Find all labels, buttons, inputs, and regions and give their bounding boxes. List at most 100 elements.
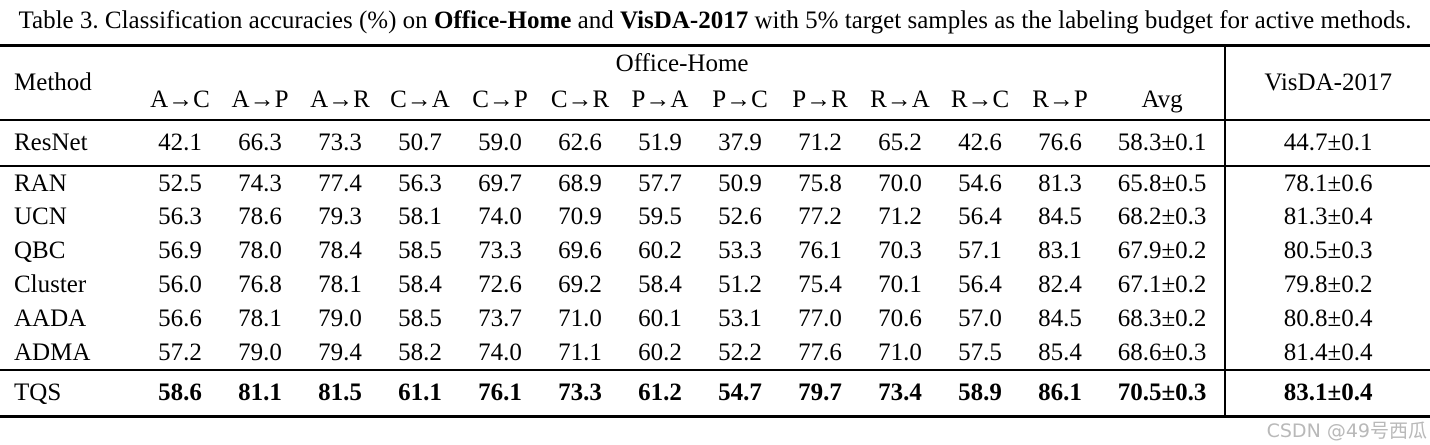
task-column-header: R→P [1020, 81, 1100, 121]
accuracy-value: 50.9 [700, 165, 780, 200]
task-column-header: P→R [780, 81, 860, 121]
accuracy-value: 76.8 [238, 271, 282, 298]
visda-accuracy-value: 83.1±0.4 [1225, 369, 1430, 416]
accuracy-value: 78.0 [238, 237, 282, 264]
accuracy-value: 79.0 [238, 338, 282, 366]
table-row: RAN 52.5 74.3 77.4 56.3 69.7 68.9 57.7 50.9 75.8 7… [0, 165, 1430, 200]
accuracy-value: 69.6 [558, 237, 602, 264]
accuracy-value: 56.9 [158, 237, 202, 264]
accuracy-value: 70.9 [558, 203, 602, 230]
accuracy-value: 53.3 [718, 237, 762, 264]
visda-accuracy-value: 81.4±0.4 [1283, 338, 1373, 366]
accuracy-value: 52.5 [140, 165, 220, 200]
table-row: AADA 56.6 78.1 79.0 58.5 73.7 71.0 60.1 53.1 77.0… [0, 302, 1430, 336]
accuracy-value: 73.7 [478, 305, 522, 332]
accuracy-value: 58.9 [940, 369, 1020, 416]
accuracy-value: 59.0 [478, 129, 522, 156]
table-row: QBC 56.9 78.0 78.4 58.5 73.3 69.6 60.2 53.3 76.1 7… [0, 234, 1430, 268]
accuracy-value: 73.3 [318, 129, 362, 156]
accuracy-value: 76.1 [460, 369, 540, 416]
task-column-header: P→C [700, 81, 780, 121]
dataset-name-visda: VisDA-2017 [619, 7, 749, 34]
accuracy-value: 77.4 [300, 165, 380, 200]
table-row: TQS 58.6 81.1 81.5 61.1 76.1 73.3 61.2 54.7 79.7 7… [0, 369, 1430, 416]
accuracy-value: 58.5 [398, 237, 442, 264]
accuracy-value: 82.4 [1038, 271, 1082, 298]
method-name: Cluster [14, 271, 87, 298]
accuracy-value: 73.3 [478, 237, 522, 264]
accuracy-value: 79.4 [318, 338, 362, 366]
task-column-header: P→A [620, 81, 700, 121]
accuracy-value: 74.3 [220, 165, 300, 200]
accuracy-value: 56.6 [158, 305, 202, 332]
accuracy-value: 61.1 [380, 369, 460, 416]
dataset-name-office-home: Office-Home [433, 7, 572, 34]
accuracy-value: 54.6 [940, 165, 1020, 200]
accuracy-value: 74.0 [478, 338, 522, 366]
caption-text-mid: and [571, 7, 620, 34]
accuracy-value: 69.7 [460, 165, 540, 200]
accuracy-value: 56.0 [158, 271, 202, 298]
avg-column-header: Avg [1100, 81, 1227, 121]
accuracy-value: 75.4 [798, 271, 842, 298]
table-row: UCN 56.3 78.6 79.3 58.1 74.0 70.9 59.5 52.6 77.2 7… [0, 200, 1430, 234]
task-column-header: A→C [140, 81, 220, 121]
accuracy-value: 86.1 [1020, 369, 1100, 416]
avg-accuracy-value: 70.5±0.3 [1100, 369, 1227, 416]
accuracy-value: 73.3 [540, 369, 620, 416]
avg-accuracy-value: 68.6±0.3 [1100, 336, 1227, 370]
results-table: Method Office-Home VisDA-2017 A→C A→P A→R C… [0, 44, 1430, 418]
visda-accuracy-value: 78.1±0.6 [1225, 165, 1430, 200]
method-column-header: Method [0, 45, 140, 121]
accuracy-value: 75.8 [780, 165, 860, 200]
task-column-header: C→A [380, 81, 460, 121]
accuracy-value: 57.5 [958, 338, 1002, 366]
visda-accuracy-value: 79.8±0.2 [1283, 271, 1373, 298]
accuracy-value: 53.1 [718, 305, 762, 332]
method-name: ADMA [14, 338, 91, 366]
avg-accuracy-value: 67.9±0.2 [1100, 234, 1227, 268]
visda-accuracy-value: 80.8±0.4 [1283, 305, 1373, 332]
accuracy-value: 58.4 [638, 271, 682, 298]
accuracy-value: 77.6 [798, 338, 842, 366]
accuracy-value: 51.9 [638, 129, 682, 156]
accuracy-value: 42.6 [958, 129, 1002, 156]
accuracy-value: 85.4 [1038, 338, 1082, 366]
accuracy-value: 70.1 [878, 271, 922, 298]
office-home-group-header: Office-Home [140, 45, 1227, 81]
accuracy-value: 56.4 [958, 203, 1002, 230]
accuracy-value: 61.2 [620, 369, 700, 416]
method-name: QBC [14, 237, 66, 264]
accuracy-value: 57.0 [958, 305, 1002, 332]
table-row: Cluster 56.0 76.8 78.1 58.4 72.6 69.2 58.4 51.2 7… [0, 268, 1430, 302]
method-name: TQS [0, 369, 140, 416]
task-column-header: A→P [220, 81, 300, 121]
avg-accuracy-value: 67.1±0.2 [1100, 268, 1227, 302]
accuracy-value: 68.9 [540, 165, 620, 200]
accuracy-value: 57.2 [158, 338, 202, 366]
accuracy-value: 66.3 [238, 129, 282, 156]
accuracy-value: 52.6 [718, 203, 762, 230]
accuracy-value: 78.1 [318, 271, 362, 298]
accuracy-value: 69.2 [558, 271, 602, 298]
method-name: ResNet [14, 129, 88, 156]
accuracy-value: 76.1 [798, 237, 842, 264]
method-name: AADA [14, 305, 87, 332]
accuracy-value: 71.2 [878, 203, 922, 230]
accuracy-value: 81.3 [1020, 165, 1100, 200]
accuracy-value: 79.0 [318, 305, 362, 332]
accuracy-value: 73.4 [860, 369, 940, 416]
accuracy-value: 56.3 [158, 203, 202, 230]
task-column-header: A→R [300, 81, 380, 121]
task-column-header: C→P [460, 81, 540, 121]
accuracy-value: 79.7 [780, 369, 860, 416]
accuracy-value: 58.5 [398, 305, 442, 332]
accuracy-value: 58.2 [398, 338, 442, 366]
accuracy-value: 50.7 [398, 129, 442, 156]
accuracy-value: 56.3 [380, 165, 460, 200]
avg-accuracy-value: 68.2±0.3 [1100, 200, 1227, 234]
accuracy-value: 71.1 [558, 338, 602, 366]
accuracy-value: 37.9 [718, 129, 762, 156]
accuracy-value: 57.1 [958, 237, 1002, 264]
caption-text-suffix: with 5% target samples as the labeling b… [748, 7, 1412, 34]
